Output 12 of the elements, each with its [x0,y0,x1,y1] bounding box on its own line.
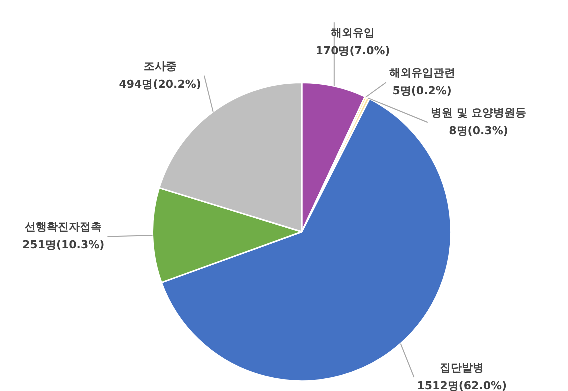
slice-label: 집단발병 [440,361,484,374]
data-label: 8명(0.3%) [449,124,508,138]
slice-label: 해외유입 [331,26,376,40]
slice-label: 해외유입관련 [389,66,456,80]
slice-label: 병원 및 요양병원등 [430,106,527,120]
data-label: 170명(7.0%) [316,44,390,58]
data-label: 251명(10.3%) [22,238,105,252]
data-label: 1512명(62.0%) [417,379,508,391]
slice-label: 선행확진자접촉 [25,220,102,234]
slice-label: 조사중 [144,60,177,73]
data-label: 494명(20.2%) [119,78,202,91]
data-label: 5명(0.2%) [392,84,452,98]
